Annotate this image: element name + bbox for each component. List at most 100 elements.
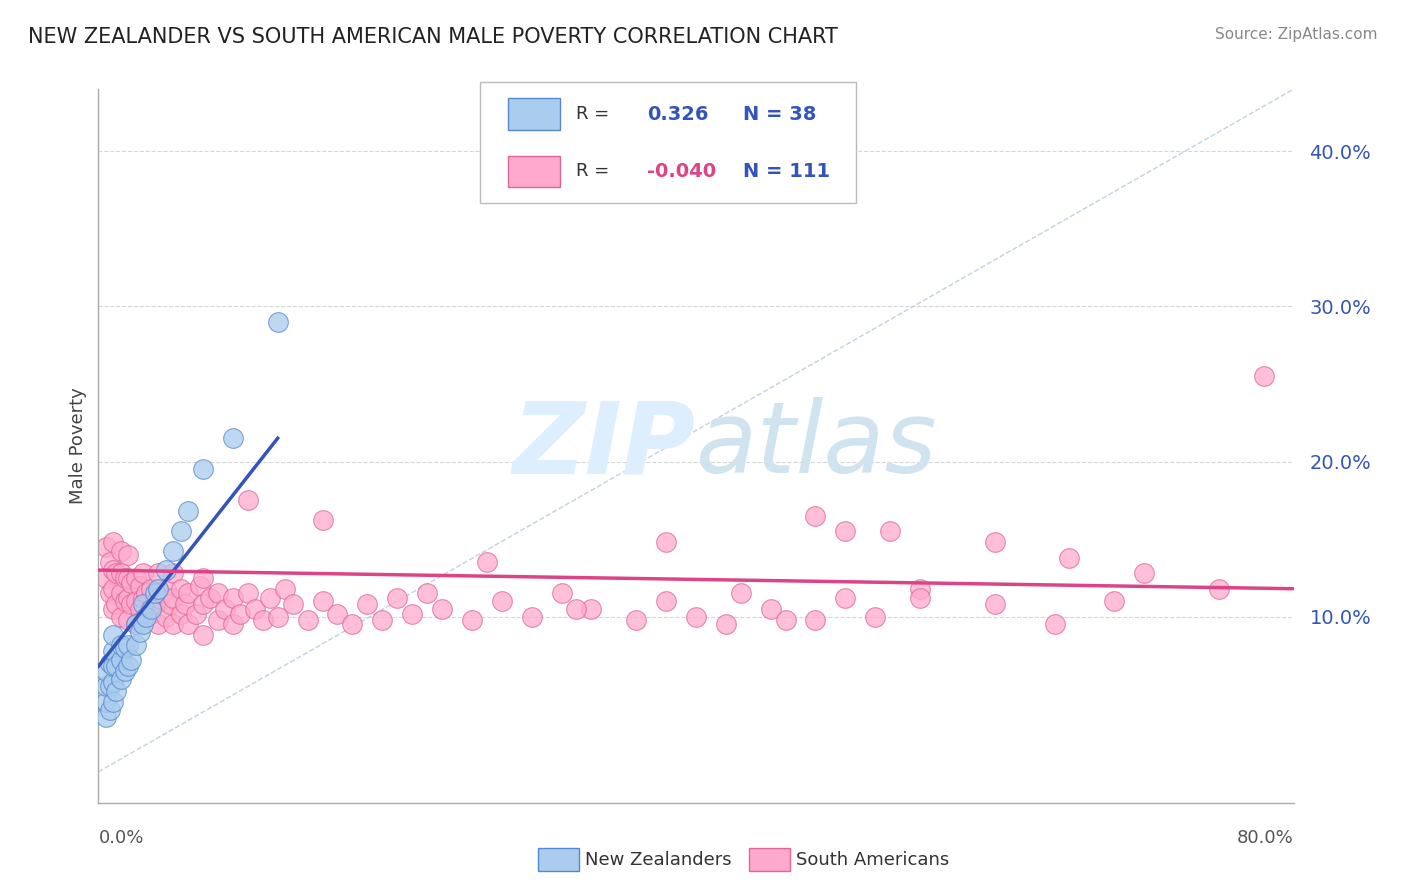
Point bbox=[148, 617, 170, 632]
Point bbox=[103, 659, 125, 673]
Point bbox=[222, 431, 245, 445]
Point bbox=[132, 591, 155, 605]
Point bbox=[983, 597, 1005, 611]
Point bbox=[236, 586, 259, 600]
Point bbox=[129, 579, 152, 593]
Point bbox=[148, 582, 170, 596]
Point bbox=[135, 609, 157, 624]
Point bbox=[371, 613, 394, 627]
Point bbox=[475, 555, 498, 569]
Point bbox=[125, 594, 148, 608]
Point bbox=[94, 571, 117, 585]
Point bbox=[117, 613, 139, 627]
Point bbox=[117, 548, 139, 562]
Point bbox=[110, 638, 132, 652]
Point bbox=[120, 575, 142, 590]
Point bbox=[162, 544, 184, 558]
Y-axis label: Male Poverty: Male Poverty bbox=[69, 388, 87, 504]
Point bbox=[565, 602, 588, 616]
Point bbox=[114, 571, 136, 585]
Point bbox=[834, 524, 856, 539]
Point bbox=[550, 586, 572, 600]
Point bbox=[520, 609, 543, 624]
Point bbox=[804, 613, 827, 627]
Point bbox=[114, 664, 136, 678]
Point bbox=[94, 664, 117, 678]
Point bbox=[120, 653, 142, 667]
Point bbox=[730, 586, 752, 600]
Point bbox=[125, 617, 148, 632]
Point bbox=[103, 535, 125, 549]
Point bbox=[879, 524, 901, 539]
Point bbox=[259, 591, 281, 605]
Point bbox=[177, 586, 200, 600]
Text: New Zealanders: New Zealanders bbox=[585, 851, 731, 869]
Point bbox=[125, 638, 148, 652]
Point bbox=[162, 591, 184, 605]
Point bbox=[103, 602, 125, 616]
Point bbox=[105, 597, 128, 611]
Point bbox=[162, 617, 184, 632]
Point bbox=[155, 563, 177, 577]
Point bbox=[117, 591, 139, 605]
Point bbox=[155, 609, 177, 624]
Point bbox=[139, 607, 162, 621]
Point bbox=[191, 597, 214, 611]
Point bbox=[150, 586, 173, 600]
Point bbox=[174, 597, 197, 611]
Point bbox=[98, 703, 122, 717]
Text: R =: R = bbox=[576, 105, 609, 123]
Point bbox=[908, 591, 931, 605]
Point bbox=[385, 591, 409, 605]
Point bbox=[267, 609, 290, 624]
Point bbox=[311, 594, 333, 608]
FancyBboxPatch shape bbox=[479, 82, 855, 203]
Text: N = 38: N = 38 bbox=[742, 104, 817, 124]
Point bbox=[94, 710, 117, 724]
Point bbox=[98, 555, 122, 569]
Point bbox=[581, 602, 603, 616]
Point bbox=[103, 695, 125, 709]
Point bbox=[356, 597, 378, 611]
Text: ZIP: ZIP bbox=[513, 398, 696, 494]
Point bbox=[132, 597, 155, 611]
Point bbox=[110, 672, 132, 686]
Point bbox=[430, 602, 453, 616]
Point bbox=[775, 613, 797, 627]
Point bbox=[188, 579, 211, 593]
Point bbox=[129, 625, 152, 640]
Text: Source: ZipAtlas.com: Source: ZipAtlas.com bbox=[1215, 27, 1378, 42]
Point bbox=[908, 582, 931, 596]
Point bbox=[103, 563, 125, 577]
Text: N = 111: N = 111 bbox=[742, 161, 830, 181]
Text: 0.326: 0.326 bbox=[647, 104, 709, 124]
Point bbox=[103, 628, 125, 642]
Point bbox=[94, 695, 117, 709]
Point bbox=[200, 591, 222, 605]
Point bbox=[132, 617, 155, 632]
Point bbox=[117, 638, 139, 652]
Point bbox=[143, 597, 166, 611]
Point bbox=[105, 659, 128, 673]
Text: R =: R = bbox=[576, 162, 609, 180]
Point bbox=[110, 586, 132, 600]
Point bbox=[252, 613, 274, 627]
Point bbox=[135, 586, 157, 600]
Point bbox=[177, 617, 200, 632]
Point bbox=[207, 586, 229, 600]
Point bbox=[229, 607, 252, 621]
Point bbox=[865, 609, 887, 624]
Point bbox=[98, 680, 122, 694]
Text: 80.0%: 80.0% bbox=[1237, 829, 1294, 847]
Point bbox=[1059, 550, 1081, 565]
Point bbox=[655, 594, 678, 608]
Point bbox=[169, 607, 191, 621]
Point bbox=[685, 609, 707, 624]
Point bbox=[461, 613, 484, 627]
Point bbox=[114, 594, 136, 608]
Point bbox=[132, 613, 155, 627]
Point bbox=[114, 640, 136, 655]
Point bbox=[159, 597, 181, 611]
Point bbox=[207, 613, 229, 627]
Text: South Americans: South Americans bbox=[796, 851, 949, 869]
